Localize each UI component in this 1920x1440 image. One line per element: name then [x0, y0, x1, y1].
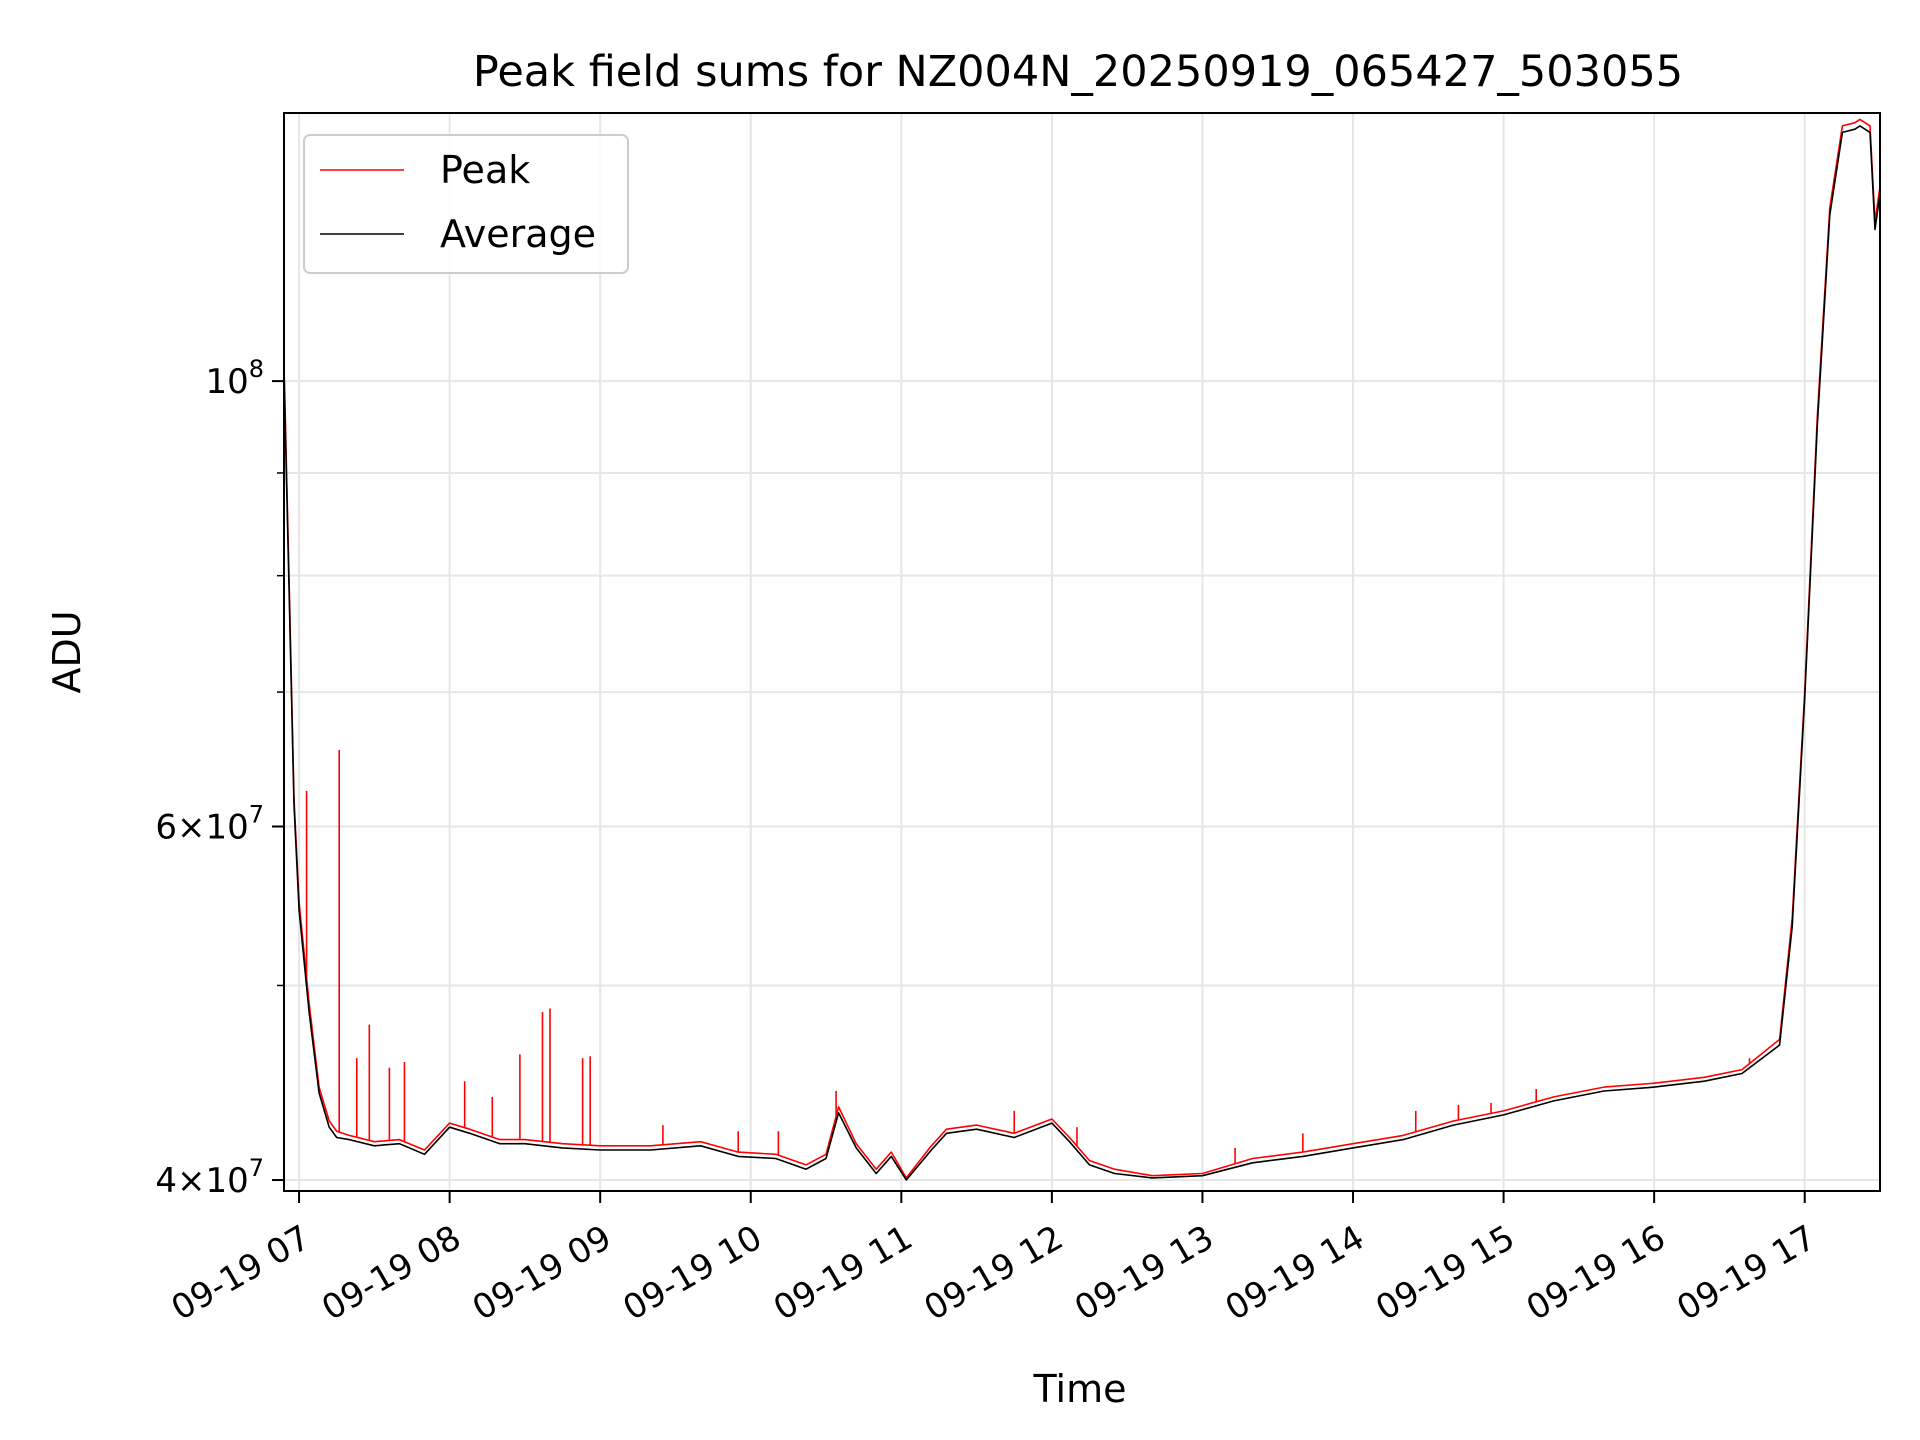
y-tick-label: 6×107 — [155, 800, 264, 847]
legend: Peak Average — [303, 134, 629, 274]
y-axis-label: ADU — [45, 610, 89, 693]
y-tick-label: 4×107 — [155, 1154, 264, 1201]
x-axis-label: Time — [1033, 1367, 1127, 1411]
plot-frame — [283, 112, 1881, 1192]
grid-lines — [284, 113, 1880, 1191]
series-layer — [283, 118, 1881, 1181]
chart-title: Peak field sums for NZ004N_20250919_0654… — [473, 47, 1683, 97]
series-line-average — [283, 125, 1881, 1181]
y-axis-ticks: 4×107 6×107 108 — [155, 355, 284, 1201]
plot-area — [284, 113, 1880, 1191]
y-tick-label: 108 — [205, 355, 264, 402]
legend-peak-label: Peak — [440, 148, 530, 192]
legend-average-label: Average — [440, 212, 596, 256]
